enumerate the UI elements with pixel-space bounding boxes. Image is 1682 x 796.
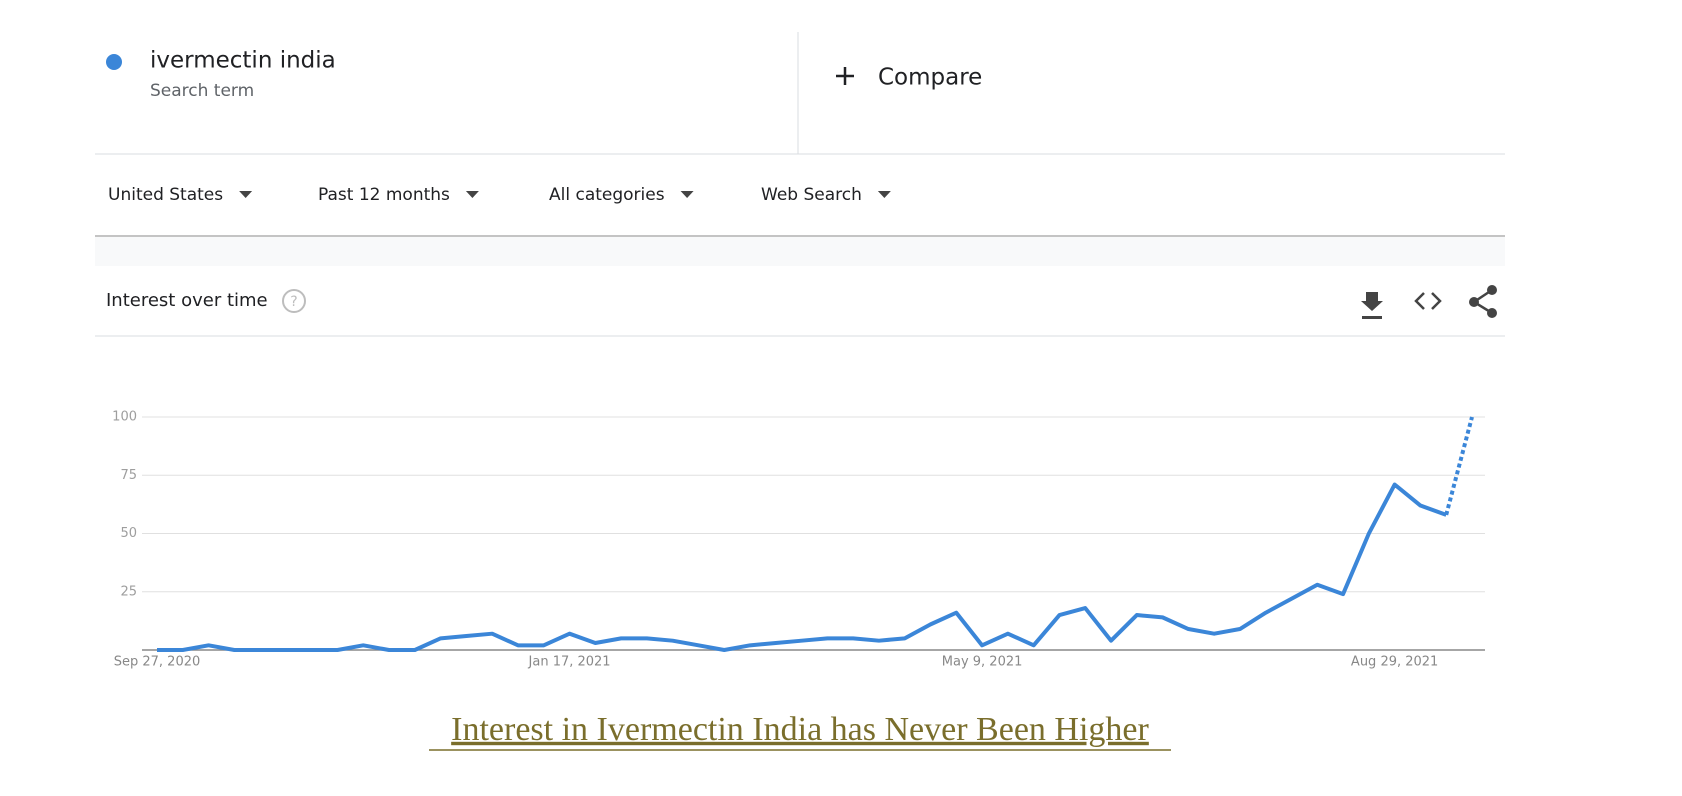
- band: [95, 236, 1505, 266]
- x-tick-label: Jan 17, 2021: [528, 655, 611, 670]
- y-tick-label: 75: [120, 468, 137, 483]
- trend-line: [157, 482, 1447, 652]
- compare-label[interactable]: Compare: [878, 65, 982, 91]
- share-node: [1487, 285, 1497, 295]
- compare-button[interactable]: Compare: [836, 65, 982, 91]
- chart: 25 50 75 100 Sep 27, 2020 Jan 17, 2021 May 9, …: [112, 410, 1485, 670]
- help-icon[interactable]: ?: [282, 289, 306, 313]
- help-mark: ?: [290, 294, 297, 310]
- plus-icon: [836, 67, 854, 85]
- dropdown-arrow[interactable]: [877, 191, 891, 198]
- filters: United States Past 12 months All categorie…: [108, 185, 891, 205]
- x-tick-label: Aug 29, 2021: [1351, 655, 1438, 670]
- filter-label[interactable]: All categories: [549, 185, 665, 205]
- filter-label[interactable]: United States: [108, 185, 223, 205]
- x-tick-label: May 9, 2021: [942, 655, 1023, 670]
- filter-label[interactable]: Web Search: [761, 185, 862, 205]
- embed-icon[interactable]: [1414, 292, 1442, 310]
- y-tick-label: 50: [120, 526, 137, 541]
- search-term: ivermectin india: [150, 48, 336, 74]
- share-node: [1487, 308, 1497, 318]
- panel-title: Interest over time: [106, 290, 268, 311]
- y-tick-label: 25: [120, 584, 137, 599]
- download-icon[interactable]: [1361, 292, 1383, 319]
- share-icon[interactable]: [1469, 285, 1497, 318]
- search-term-kind: Search term: [150, 81, 254, 101]
- help-circle: [282, 289, 306, 313]
- y-tick-label: 100: [112, 410, 137, 425]
- share-node: [1469, 297, 1479, 307]
- caption: Interest in Ivermectin India has Never B…: [451, 711, 1149, 748]
- partial-segment: [1444, 416, 1474, 516]
- dropdown-arrow[interactable]: [465, 191, 479, 198]
- series-dot: [106, 54, 122, 70]
- filter-label[interactable]: Past 12 months: [318, 185, 450, 205]
- dropdown-arrow[interactable]: [680, 191, 694, 198]
- x-tick-label: Sep 27, 2020: [114, 655, 201, 670]
- dropdown-arrow[interactable]: [239, 191, 253, 198]
